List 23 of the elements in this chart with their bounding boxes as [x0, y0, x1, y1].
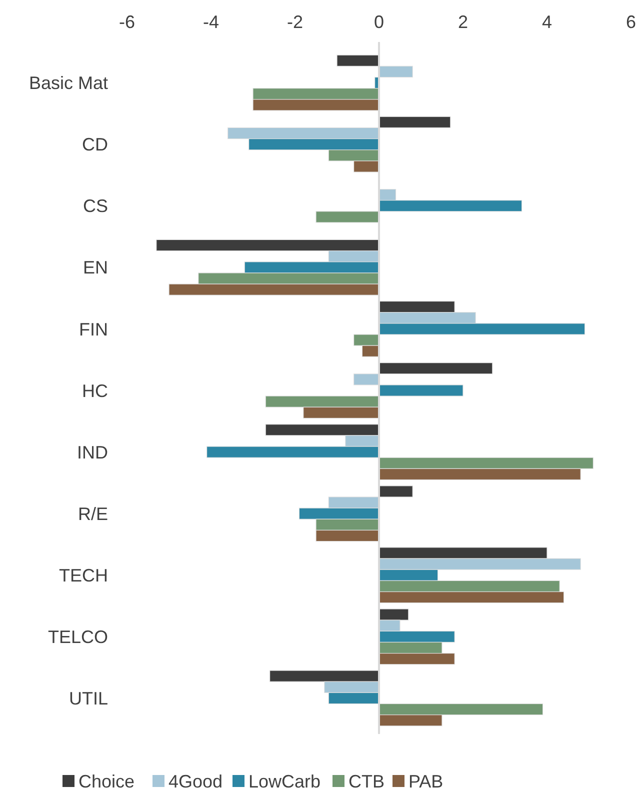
x-tick-label: 6	[626, 12, 636, 32]
y-tick-label: HC	[82, 380, 108, 401]
y-tick-label: Basic Mat	[28, 73, 108, 94]
y-tick-label: FIN	[79, 319, 108, 340]
x-tick-label: 0	[374, 12, 384, 32]
x-tick-label: 2	[458, 12, 468, 32]
y-tick-label: R/E	[78, 504, 108, 524]
y-tick-label: TELCO	[48, 626, 108, 647]
legend-label: LowCarb	[248, 771, 321, 792]
x-tick-label: -2	[286, 12, 304, 32]
x-tick-label: -6	[118, 12, 136, 32]
legend-label: CTB	[348, 771, 384, 792]
x-tick-label: 4	[542, 12, 552, 32]
y-tick-label: TECH	[59, 565, 108, 586]
y-tick-label: IND	[77, 442, 108, 462]
legend-label: 4Good	[168, 771, 223, 792]
y-tick-label: UTIL	[68, 688, 108, 709]
legend-label: Choice	[78, 771, 135, 792]
x-tick-label: -4	[202, 12, 220, 32]
y-tick-label: CD	[82, 134, 108, 155]
y-tick-label: CS	[82, 196, 108, 216]
legend-label: PAB	[408, 771, 444, 792]
y-tick-label: EN	[82, 258, 108, 278]
